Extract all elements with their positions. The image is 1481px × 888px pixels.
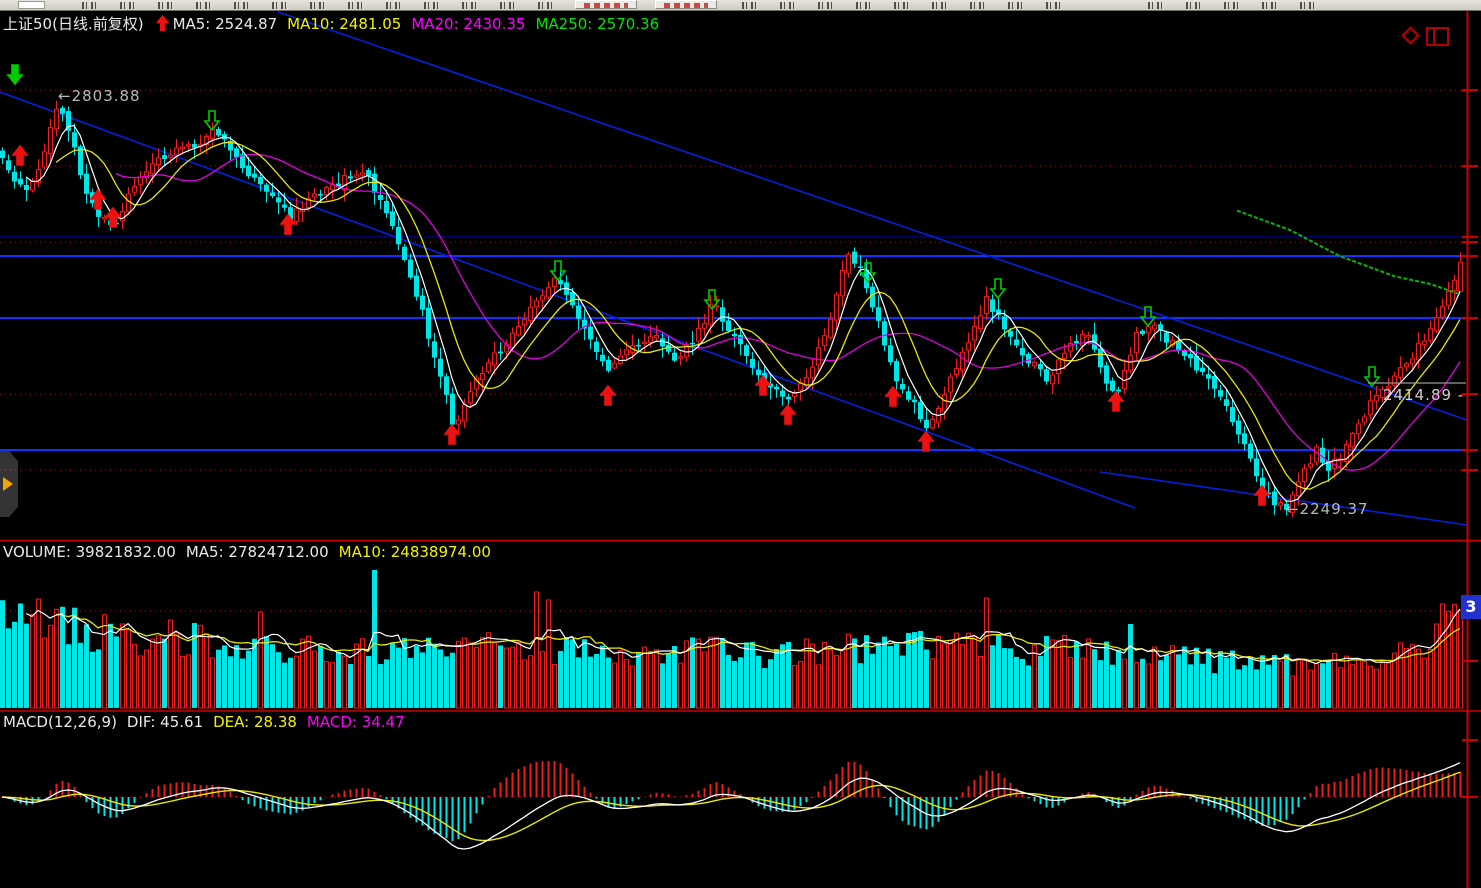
volume-header: VOLUME: 39821832.00 MA5: 27824712.00 MA10:…: [3, 543, 501, 561]
toolbar-button-1-label: [584, 3, 628, 8]
ma250-value: MA250: 2570.36: [535, 15, 660, 33]
macd-header: MACD(12,26,9) DIF: 45.61 DEA: 28.38 MACD: 3…: [3, 713, 415, 731]
split-window-icon[interactable]: [1426, 27, 1449, 46]
main-chart-header: 上证50(日线.前复权) MA5: 2524.87 MA10: 2481.05 MA2…: [3, 13, 669, 34]
volume-ma5-value: MA5: 27824712.00: [185, 543, 329, 561]
ma10-value: MA10: 2481.05: [287, 15, 402, 33]
dea-value: DEA: 28.38: [213, 713, 297, 731]
buy-signal-arrow-icon: [155, 15, 169, 31]
volume-ma10-value: MA10: 24838974.00: [338, 543, 491, 561]
chart-title: 上证50(日线.前复权): [3, 15, 144, 33]
toolbar-button-1[interactable]: [575, 0, 637, 9]
flyout-arrow-icon: [3, 477, 13, 491]
ma5-value: MA5: 2524.87: [172, 15, 278, 33]
swing-low-label: ←2249.37: [1286, 500, 1369, 518]
toolbar-swatch[interactable]: [18, 1, 45, 9]
toolbar-button-2-label: [664, 3, 708, 8]
sidebar-flyout-handle[interactable]: [0, 451, 18, 517]
volume-value: VOLUME: 39821832.00: [3, 543, 176, 561]
dif-value: DIF: 45.61: [126, 713, 204, 731]
macd-params: MACD(12,26,9): [3, 713, 117, 731]
drawn-line-tag[interactable]: 3: [1461, 595, 1481, 619]
ma20-value: MA20: 2430.35: [411, 15, 526, 33]
macd-value: MACD: 34.47: [306, 713, 405, 731]
swing-high-label: ←2803.88: [58, 87, 141, 105]
current-price-label: 2414.89 -: [1383, 386, 1465, 404]
split-window-divider: [1433, 29, 1435, 44]
toolbar-button-2[interactable]: [655, 0, 717, 9]
menu-text-cutoff-left[interactable]: [82, 2, 562, 9]
menu-text-cutoff-mid[interactable]: [742, 2, 1072, 9]
toolbar-strip: [0, 0, 1481, 11]
menu-text-cutoff-right[interactable]: [1148, 2, 1318, 9]
